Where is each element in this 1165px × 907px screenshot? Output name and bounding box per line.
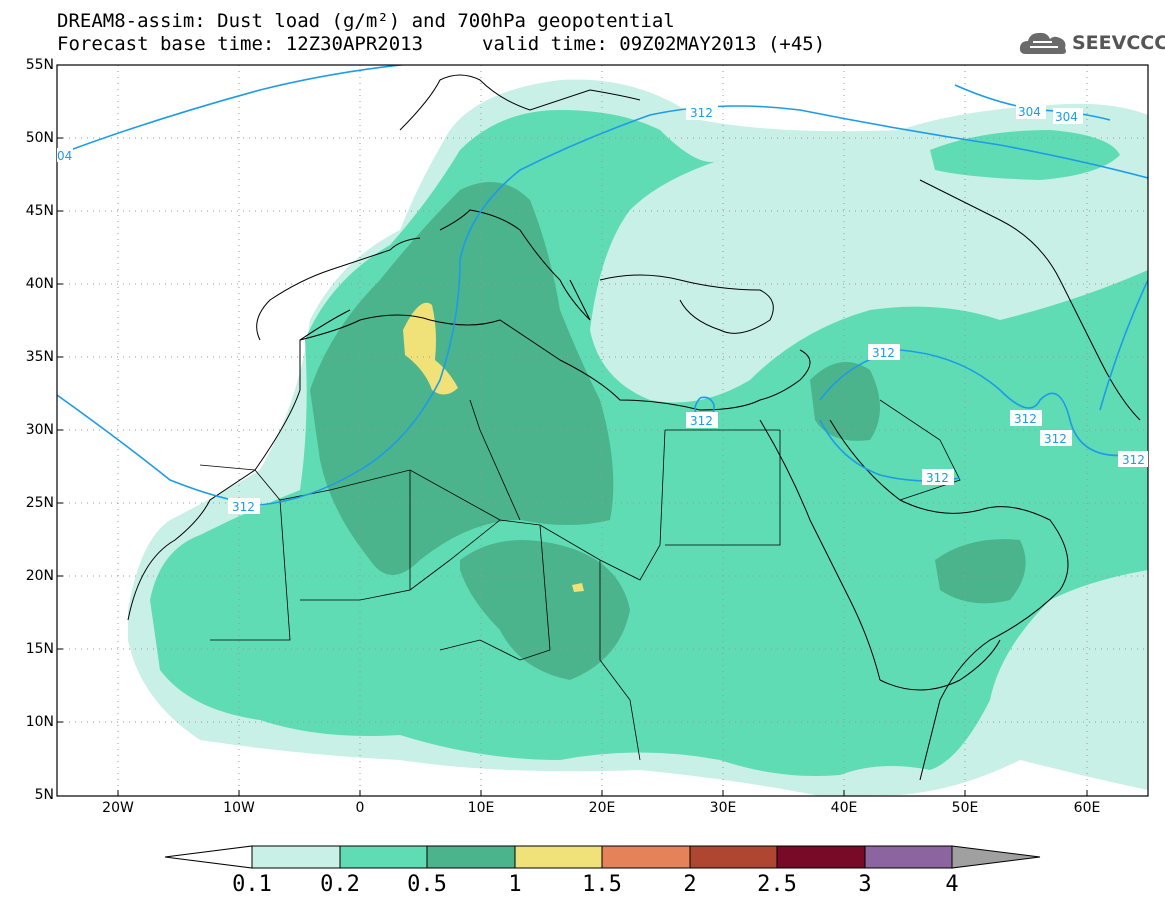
colorbar-under-arrow bbox=[164, 845, 253, 869]
contour-label: 304 bbox=[1055, 110, 1078, 124]
contour-label: 312 bbox=[1122, 453, 1145, 467]
colorbar-label: 0.5 bbox=[407, 872, 447, 897]
contour-label: 312 bbox=[1014, 412, 1037, 426]
lon-label-10w: 10W bbox=[223, 800, 255, 816]
colorbar bbox=[164, 845, 1041, 869]
seevccc-logo: SEEVCCC bbox=[1018, 26, 1165, 60]
colorbar-label: 2.5 bbox=[757, 872, 797, 897]
lat-label-25n: 25N bbox=[25, 495, 54, 511]
map-title: DREAM8-assim: Dust load (g/m²) and 700hP… bbox=[57, 10, 675, 32]
lat-label-30n: 30N bbox=[25, 422, 54, 438]
contour-label: 312 bbox=[690, 414, 713, 428]
contour-label: 312 bbox=[926, 471, 949, 485]
dust-region-1.0-small bbox=[572, 583, 584, 592]
lat-label-10n: 10N bbox=[25, 714, 54, 730]
lat-label-45n: 45N bbox=[25, 203, 54, 219]
dust-region-0.2-east bbox=[930, 130, 1120, 180]
colorbar-label: 0.1 bbox=[232, 872, 272, 897]
colorbar-bin bbox=[864, 845, 953, 869]
contour-labels: 312 312 312 312 312 312 312 312 304 304 … bbox=[57, 103, 1148, 514]
colorbar-label: 1.5 bbox=[582, 872, 622, 897]
colorbar-bin bbox=[251, 845, 341, 869]
colorbar-bin bbox=[514, 845, 603, 869]
lon-label-40e: 40E bbox=[830, 800, 858, 816]
lon-label-50e: 50E bbox=[951, 800, 979, 816]
colorbar-label: 2 bbox=[683, 872, 697, 897]
colorbar-bin bbox=[339, 845, 428, 869]
dust-region-0.5-mideast bbox=[810, 362, 880, 441]
colorbar-label: 3 bbox=[858, 872, 872, 897]
contour-label: 312 bbox=[1044, 432, 1067, 446]
dust-region-1.0 bbox=[403, 302, 458, 395]
lon-label-20e: 20E bbox=[588, 800, 616, 816]
lon-label-0: 0 bbox=[355, 800, 365, 816]
map-ticks bbox=[57, 64, 1088, 796]
contour-label: 04 bbox=[57, 149, 72, 163]
cloud-logo-icon bbox=[1019, 32, 1066, 54]
colorbar-bin bbox=[776, 845, 866, 869]
lat-label-15n: 15N bbox=[25, 641, 54, 657]
contour-label: 312 bbox=[872, 346, 895, 360]
lat-label-35n: 35N bbox=[25, 349, 54, 365]
lon-label-30e: 30E bbox=[709, 800, 737, 816]
colorbar-over-arrow bbox=[951, 845, 1041, 869]
colorbar-label: 1 bbox=[508, 872, 522, 897]
dust-region-0.5-south bbox=[460, 540, 630, 680]
lat-label-50n: 50N bbox=[25, 130, 54, 146]
lat-label-5n: 5N bbox=[34, 787, 54, 803]
colorbar-bin bbox=[426, 845, 516, 869]
contour-label: 312 bbox=[690, 106, 713, 120]
lon-label-20w: 20W bbox=[102, 800, 134, 816]
lon-label-60e: 60E bbox=[1073, 800, 1101, 816]
dust-region-0.5-arabia bbox=[935, 539, 1026, 604]
lat-label-55n: 55N bbox=[25, 57, 54, 73]
valid-time: valid time: 09Z02MAY2013 (+45) bbox=[482, 33, 826, 55]
colorbar-label: 0.2 bbox=[320, 872, 360, 897]
colorbar-bin bbox=[689, 845, 778, 869]
logo-text: SEEVCCC bbox=[1072, 32, 1165, 54]
colorbar-bin bbox=[601, 845, 691, 869]
colorbar-label: 4 bbox=[945, 872, 959, 897]
contour-label: 312 bbox=[232, 500, 255, 514]
country-borders bbox=[199, 399, 961, 761]
dust-region-0.5 bbox=[310, 182, 614, 575]
lon-label-10e: 10E bbox=[467, 800, 495, 816]
forecast-base-time: Forecast base time: 12Z30APR2013 bbox=[57, 33, 424, 55]
lat-label-20n: 20N bbox=[25, 568, 54, 584]
contour-label: 304 bbox=[1018, 105, 1041, 119]
lat-label-40n: 40N bbox=[25, 276, 54, 292]
